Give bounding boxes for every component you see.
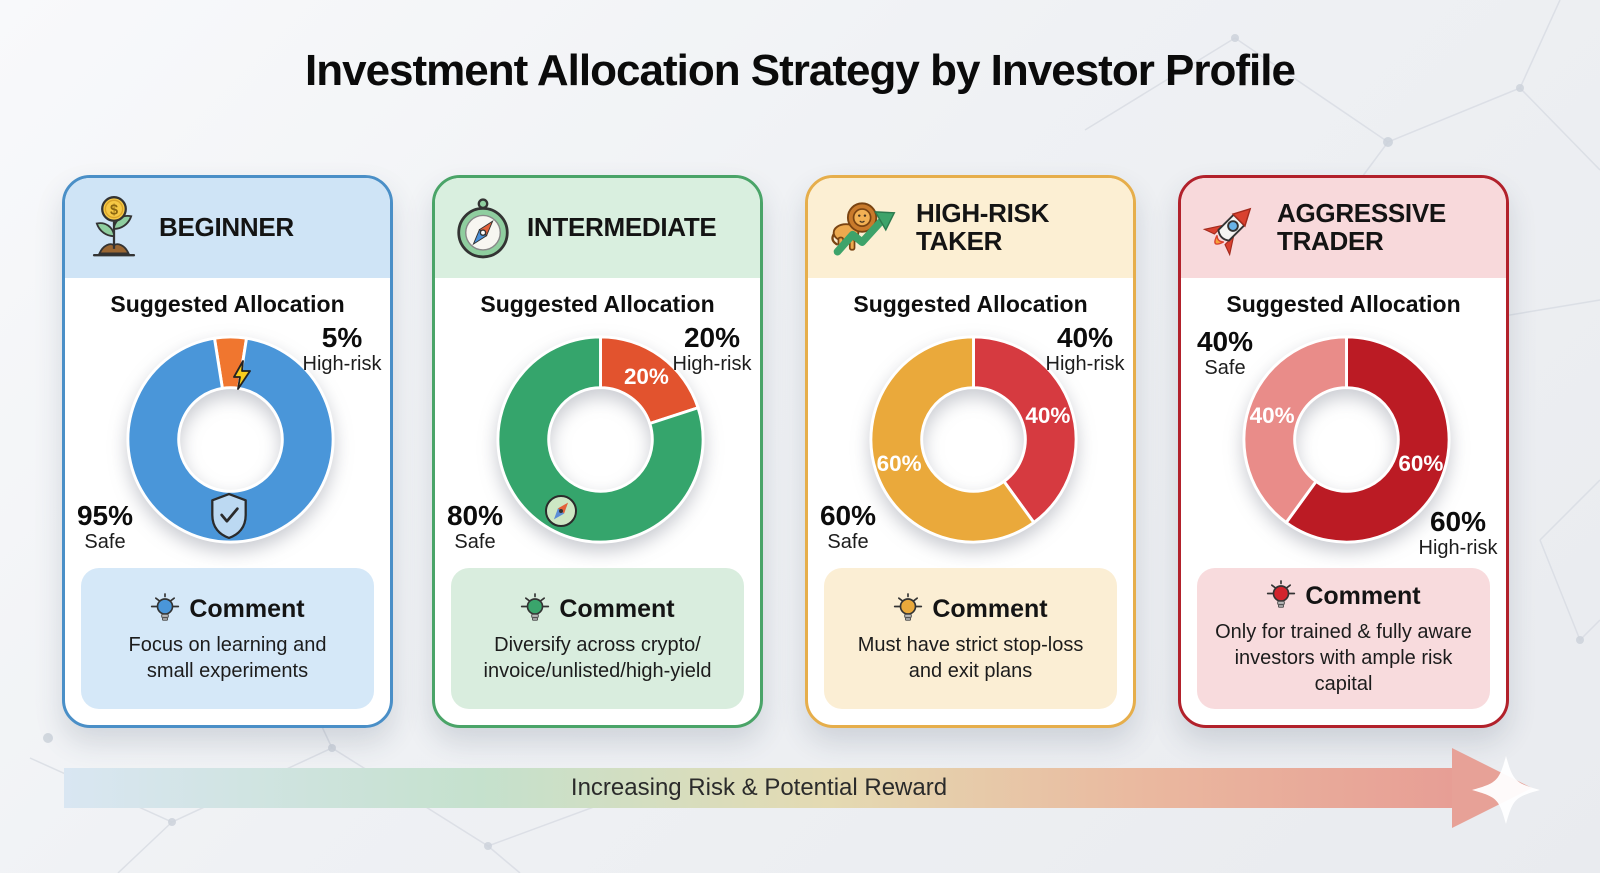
svg-text:60%: 60% (877, 451, 922, 476)
safe-value: 40% (1196, 326, 1254, 357)
card-header: INTERMEDIATE (435, 178, 760, 278)
high-risk-caption: High-risk (1045, 353, 1125, 376)
risk-arrow-label: Increasing Risk & Potential Reward (570, 774, 948, 801)
svg-text:40%: 40% (1250, 403, 1295, 428)
card-header: HIGH-RISK TAKER (808, 178, 1133, 278)
safe-value: 95% (76, 500, 134, 531)
safe-label: 60% Safe (808, 500, 890, 554)
high-risk-value: 5% (321, 322, 363, 353)
donut-chart: 60% 40% (1239, 332, 1454, 547)
lightbulb-icon (1266, 580, 1296, 612)
comment-text: Only for trained & fully aware investors… (1215, 621, 1472, 695)
investor-card-high-risk-taker: HIGH-RISK TAKER Suggested Allocation 40%… (805, 175, 1136, 728)
comment-box: Comment Diversify across crypto/​invoice… (451, 568, 744, 709)
comment-title: Comment (189, 594, 305, 623)
comment-box: Comment Focus on learning and small expe… (81, 568, 374, 709)
high-risk-value: 20% (683, 322, 741, 353)
lightbulb-icon (893, 593, 923, 625)
comment-title: Comment (932, 594, 1048, 623)
section-title: Suggested Allocation (480, 291, 715, 317)
svg-text:$: $ (110, 202, 118, 218)
donut-area: 40% 60% 40% High-risk 60% Safe (808, 320, 1133, 572)
investor-card-aggressive-trader: AGGRESSIVE TRADER Suggested Allocation 6… (1178, 175, 1509, 728)
high-risk-label: 40% High-risk (1033, 322, 1133, 376)
safe-label: 95% Safe (65, 500, 147, 554)
safe-value: 80% (446, 500, 504, 531)
donut-area: 60% 40% 60% High-risk 40% Safe (1181, 320, 1506, 572)
svg-text:60%: 60% (1398, 451, 1443, 476)
safe-caption: Safe (454, 531, 496, 554)
sparkle-icon (1468, 752, 1544, 833)
comment-title: Comment (1305, 581, 1421, 610)
safe-value: 60% (819, 500, 877, 531)
lightbulb-icon (150, 593, 180, 625)
high-risk-caption: High-risk (672, 353, 752, 376)
page-title: Investment Allocation Strategy by Invest… (305, 46, 1296, 95)
high-risk-label: 20% High-risk (660, 322, 760, 376)
section-title: Suggested Allocation (1226, 291, 1461, 317)
card-title: AGGRESSIVE TRADER (1277, 198, 1446, 256)
comment-text: Must have strict stop-loss and exit plan… (857, 634, 1084, 682)
svg-text:40%: 40% (1025, 403, 1070, 428)
safe-label: 80% Safe (435, 500, 517, 554)
safe-label: 40% Safe (1183, 326, 1267, 380)
high-risk-label: 5% High-risk (290, 322, 390, 376)
safe-caption: Safe (827, 531, 869, 554)
donut-area: 5% High-risk 95% Safe (65, 320, 390, 572)
high-risk-label: 60% High-risk (1402, 506, 1506, 560)
section-title: Suggested Allocation (853, 291, 1088, 317)
rocket-icon (1201, 198, 1261, 258)
comment-text: Diversify across crypto/​invoice/​unlist… (483, 634, 712, 682)
comment-text: Focus on learning and small experiments (128, 634, 327, 682)
card-body: Suggested Allocation 60% 40% 60% High-ris… (1181, 291, 1506, 709)
card-header: AGGRESSIVE TRADER (1181, 178, 1506, 278)
card-body: Suggested Allocation 20% 20% High- (435, 291, 760, 709)
section-title: Suggested Allocation (110, 291, 345, 317)
donut-area: 20% 20% High-risk 80% (435, 320, 760, 572)
investor-card-intermediate: INTERMEDIATE Suggested Allocation 20% (432, 175, 763, 728)
card-body: Suggested Allocation 40% 60% 40% High-ris… (808, 291, 1133, 709)
safe-caption: Safe (1204, 357, 1246, 380)
money-plant-icon: $ (85, 194, 143, 262)
lightbulb-icon (520, 593, 550, 625)
svg-text:20%: 20% (624, 364, 669, 389)
donut-chart: 20% (493, 332, 708, 547)
card-header: $ BEGINNER (65, 178, 390, 278)
card-title: HIGH-RISK TAKER (916, 198, 1050, 256)
shield-check-icon (208, 492, 250, 540)
card-body: Suggested Allocation 5% High-risk (65, 291, 390, 709)
high-risk-caption: High-risk (302, 353, 382, 376)
safe-caption: Safe (84, 531, 126, 554)
high-risk-value: 60% (1429, 506, 1487, 537)
comment-box: Comment Must have strict stop-loss and e… (824, 568, 1117, 709)
comment-title: Comment (559, 594, 675, 623)
high-risk-value: 40% (1056, 322, 1114, 353)
card-title: BEGINNER (159, 212, 294, 243)
comment-box: Comment Only for trained & fully aware i… (1197, 568, 1490, 709)
high-risk-caption: High-risk (1418, 537, 1498, 560)
investor-card-beginner: $ BEGINNER Suggested Allocation (62, 175, 393, 728)
card-title: INTERMEDIATE (527, 212, 717, 243)
risk-gradient-arrow: Increasing Risk & Potential Reward (64, 768, 1454, 808)
compass-icon (455, 197, 511, 259)
compass-badge-icon (543, 493, 579, 529)
donut-chart: 40% 60% (866, 332, 1081, 547)
lightning-icon (229, 360, 253, 390)
lion-growth-arrow-icon (828, 197, 900, 259)
